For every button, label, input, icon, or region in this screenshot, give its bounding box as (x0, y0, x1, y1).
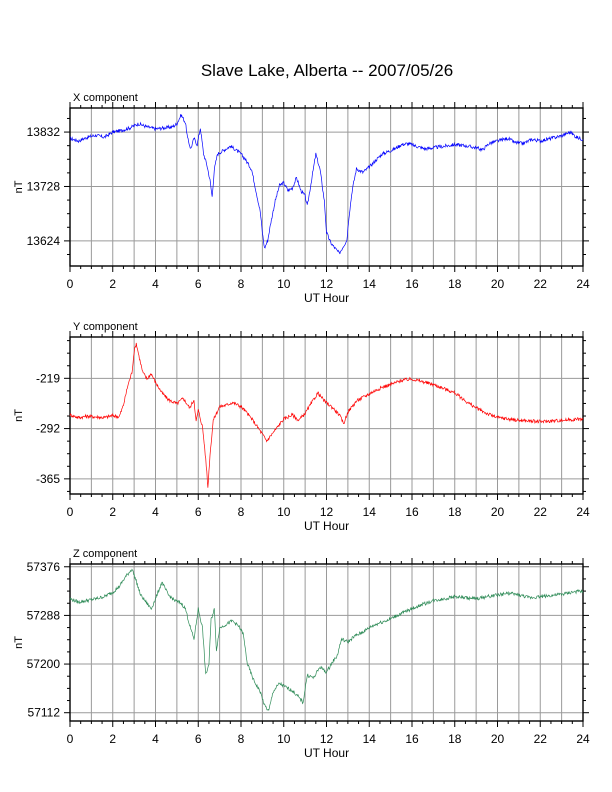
x-tick-label: 12 (320, 732, 334, 746)
x-tick-label: 22 (534, 505, 548, 519)
x-tick-label: 2 (109, 505, 116, 519)
x-tick-label: 12 (320, 277, 334, 291)
y-tick-label: 13728 (27, 179, 61, 193)
x-tick-label: 4 (152, 732, 159, 746)
x-tick-label: 20 (491, 277, 505, 291)
x-tick-label: 0 (67, 505, 74, 519)
x-tick-label: 6 (195, 505, 202, 519)
x-tick-label: 0 (67, 732, 74, 746)
x-tick-label: 16 (405, 277, 419, 291)
x-tick-label: 6 (195, 277, 202, 291)
panel-subtitle: Y component (73, 321, 138, 333)
x-tick-label: 18 (448, 277, 462, 291)
y-axis-label: nT (13, 636, 25, 649)
x-tick-label: 4 (152, 505, 159, 519)
x-tick-label: 6 (195, 732, 202, 746)
y-tick-label: -292 (36, 422, 60, 436)
x-tick-label: 8 (238, 732, 245, 746)
x-tick-label: 2 (109, 277, 116, 291)
x-tick-label: 8 (238, 505, 245, 519)
y-tick-label: 13624 (27, 234, 61, 248)
x-tick-label: 24 (576, 732, 590, 746)
x-tick-label: 14 (363, 505, 377, 519)
series-line-z (69, 568, 584, 711)
x-tick-label: 22 (534, 277, 548, 291)
figure-title: Slave Lake, Alberta -- 2007/05/26 (201, 61, 453, 80)
panel-subtitle: X component (73, 92, 138, 104)
x-tick-label: 20 (491, 732, 505, 746)
y-tick-label: 57376 (27, 560, 61, 574)
x-tick-label: 10 (277, 732, 291, 746)
x-tick-label: 16 (405, 732, 419, 746)
y-tick-label: 57288 (27, 608, 61, 622)
y-tick-label: -219 (36, 371, 60, 385)
y-tick-label: -365 (36, 472, 60, 486)
x-tick-label: 2 (109, 732, 116, 746)
x-tick-label: 24 (576, 505, 590, 519)
x-tick-label: 10 (277, 505, 291, 519)
x-tick-label: 4 (152, 277, 159, 291)
x-axis-label: UT Hour (304, 519, 349, 533)
x-tick-label: 10 (277, 277, 291, 291)
x-axis-label: UT Hour (304, 291, 349, 305)
x-tick-label: 22 (534, 732, 548, 746)
x-tick-label: 24 (576, 277, 590, 291)
x-tick-label: 20 (491, 505, 505, 519)
x-tick-label: 12 (320, 505, 334, 519)
x-tick-label: 18 (448, 505, 462, 519)
y-tick-label: 57200 (27, 657, 61, 671)
x-tick-label: 14 (363, 277, 377, 291)
y-tick-label: 57112 (28, 706, 61, 720)
y-axis-label: nT (13, 180, 25, 193)
x-tick-label: 8 (238, 277, 245, 291)
x-tick-label: 18 (448, 732, 462, 746)
plot-frame (69, 107, 584, 267)
x-axis-label: UT Hour (304, 746, 349, 760)
x-tick-label: 14 (363, 732, 377, 746)
y-axis-label: nT (13, 409, 25, 422)
series-line-y (69, 342, 584, 488)
plot-frame (69, 563, 584, 722)
x-tick-label: 0 (67, 277, 74, 291)
x-tick-label: 16 (405, 505, 419, 519)
series-line-x (69, 113, 584, 255)
panel-subtitle: Z component (73, 548, 137, 560)
y-tick-label: 13832 (27, 125, 61, 139)
